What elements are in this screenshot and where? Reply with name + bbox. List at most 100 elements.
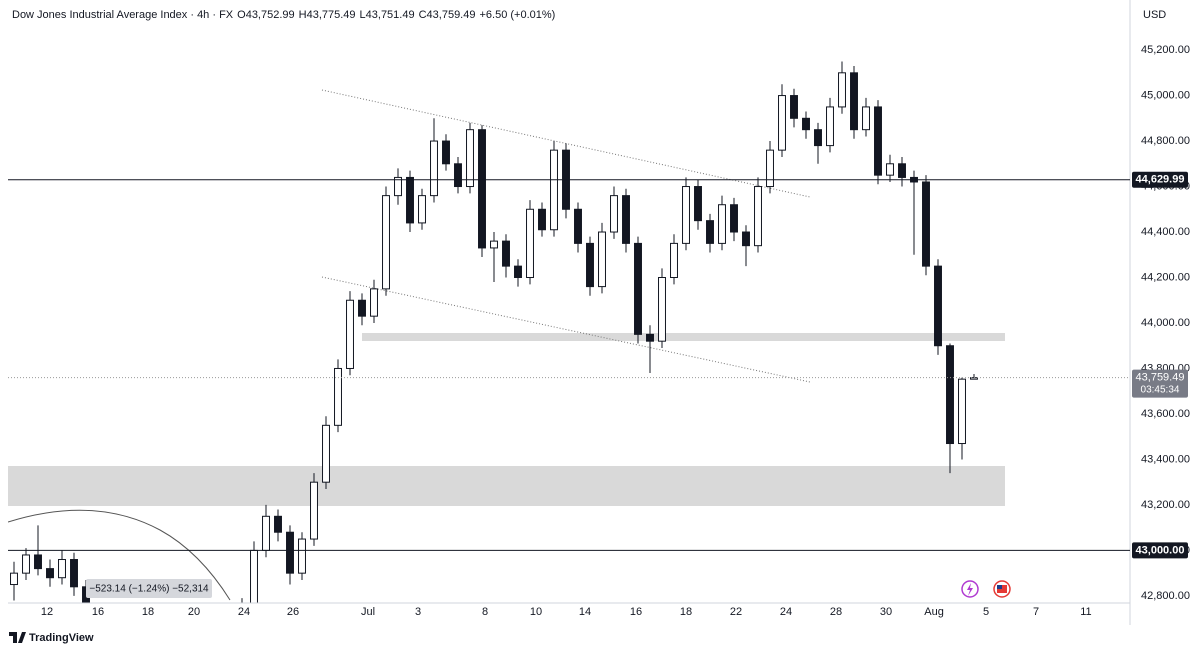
x-tick-label: 14 xyxy=(579,606,591,618)
candle-body xyxy=(706,220,714,244)
icon-flag-canton xyxy=(997,585,1002,589)
y-tick-label: 45,000.00 xyxy=(1141,89,1190,101)
candle-body xyxy=(598,231,606,288)
candle-body xyxy=(874,106,882,176)
y-tick-label: 42,800.00 xyxy=(1141,590,1190,602)
candle-body xyxy=(850,72,858,131)
candle-body xyxy=(934,265,942,347)
x-tick-label: Jul xyxy=(361,606,375,618)
x-tick-label: 16 xyxy=(630,606,642,618)
candle-body xyxy=(754,186,762,247)
ohlc-close: C43,759.49 xyxy=(419,9,476,21)
x-tick-label: 10 xyxy=(530,606,542,618)
level-label-box xyxy=(1132,171,1188,188)
x-tick-label: 24 xyxy=(238,606,250,618)
candle-body xyxy=(22,554,30,574)
x-tick-label: 5 xyxy=(983,606,989,618)
candle-body xyxy=(682,186,690,244)
x-tick-label: 20 xyxy=(188,606,200,618)
candle-body xyxy=(298,538,306,574)
brand-mark xyxy=(9,632,26,643)
candle-body xyxy=(898,163,906,178)
candle-body xyxy=(394,176,402,197)
trend-line-lower xyxy=(321,276,811,383)
x-tick-label: 26 xyxy=(287,606,299,618)
alert-icon[interactable] xyxy=(961,580,979,598)
ohlc-open: O43,752.99 xyxy=(237,9,295,21)
candle-body xyxy=(346,299,354,369)
x-tick-label: 18 xyxy=(680,606,692,618)
candle-body xyxy=(538,208,546,231)
candle-body xyxy=(70,559,78,588)
candle-body xyxy=(310,481,318,540)
resistance-zone xyxy=(362,333,1005,341)
candle-body xyxy=(826,106,834,147)
ohlc-low: L43,751.49 xyxy=(360,9,415,21)
support-zone xyxy=(8,466,1005,506)
candle-body xyxy=(274,515,282,533)
candle-body xyxy=(58,559,66,579)
x-tick-label: 28 xyxy=(830,606,842,618)
candle-body xyxy=(514,265,522,279)
measure-label: −523.14 (−1.24%) −52,314 xyxy=(89,584,209,595)
candle-body xyxy=(946,345,954,445)
y-tick-label: 43,600.00 xyxy=(1141,408,1190,420)
y-tick-label: 43,200.00 xyxy=(1141,499,1190,511)
candle-body xyxy=(358,299,366,317)
candle-body xyxy=(694,186,702,222)
candle-body xyxy=(622,195,630,244)
y-tick-label: 45,200.00 xyxy=(1141,44,1190,56)
x-tick-label: 18 xyxy=(142,606,154,618)
x-tick-label: 7 xyxy=(1033,606,1039,618)
candle-body xyxy=(550,149,558,231)
candle-body xyxy=(406,176,414,224)
candle-body xyxy=(574,208,582,244)
x-tick-label: 24 xyxy=(780,606,792,618)
candle-body xyxy=(430,140,438,197)
candle-body xyxy=(322,424,330,483)
candle-body xyxy=(766,149,774,188)
candle-body xyxy=(490,240,498,249)
candle-body xyxy=(610,195,618,233)
candle-body xyxy=(10,572,18,586)
candle-body xyxy=(418,195,426,224)
plot-area xyxy=(8,61,1130,603)
economic-event-icon[interactable] xyxy=(993,580,1011,598)
measure-box xyxy=(86,579,212,598)
candle-body xyxy=(802,117,810,131)
icon-bolt xyxy=(967,583,973,596)
last-price-box xyxy=(1132,369,1188,398)
ohlc-change: +6.50 (+0.01%) xyxy=(479,9,555,21)
x-tick-label: Aug xyxy=(924,606,944,618)
candle-body xyxy=(742,231,750,247)
currency-label: USD xyxy=(1143,9,1166,21)
chart-header: Dow Jones Industrial Average Index · 4h … xyxy=(12,9,555,21)
chart-title: Dow Jones Industrial Average Index · 4h … xyxy=(12,9,234,21)
x-tick-label: 16 xyxy=(92,606,104,618)
x-tick-label: 12 xyxy=(41,606,53,618)
candle-body xyxy=(478,129,486,249)
level-label: 43,000.00 xyxy=(1136,544,1185,556)
candle-body xyxy=(466,129,474,188)
level-label-box xyxy=(1132,542,1188,559)
x-tick-label: 11 xyxy=(1080,606,1091,618)
candle-body xyxy=(646,333,654,342)
candle-body xyxy=(250,549,258,603)
candle-body xyxy=(670,242,678,279)
ohlc-high: H43,775.49 xyxy=(299,9,356,21)
level-label: 44,629.99 xyxy=(1136,174,1185,186)
y-tick-label: 44,800.00 xyxy=(1141,135,1190,147)
candle-body xyxy=(334,367,342,426)
last-price-label: 43,759.49 xyxy=(1136,372,1185,384)
brand-name: TradingView xyxy=(29,632,94,644)
y-tick-label: 43,400.00 xyxy=(1141,453,1190,465)
candle-body xyxy=(730,204,738,233)
candle-body xyxy=(718,204,726,244)
arc-drawing xyxy=(8,509,231,601)
brand-logo[interactable]: TradingView xyxy=(9,632,94,644)
y-tick-label: 44,000.00 xyxy=(1141,317,1190,329)
candle-body xyxy=(34,554,42,570)
